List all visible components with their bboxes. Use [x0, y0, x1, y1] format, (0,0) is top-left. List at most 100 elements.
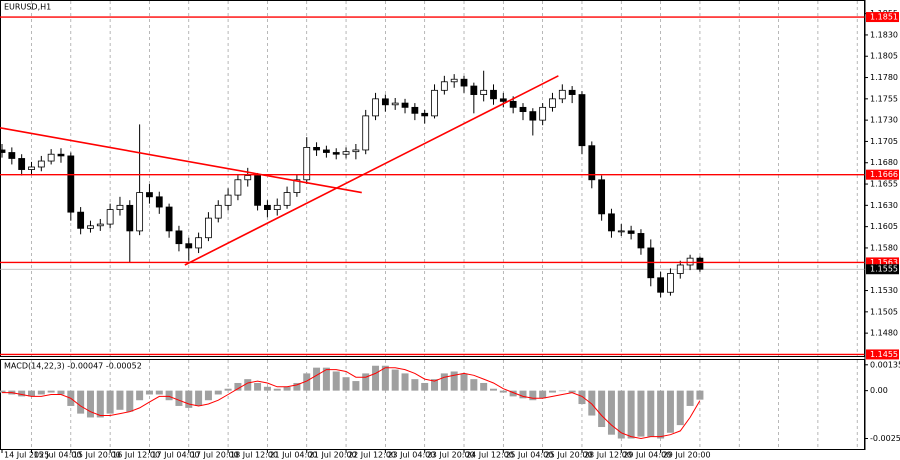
chart-title: EURUSD,H1 [4, 3, 51, 12]
macd-bar [313, 367, 321, 391]
candle-body [244, 175, 252, 181]
candle-body [598, 179, 606, 215]
candle-body [519, 106, 527, 113]
candle-body [214, 204, 222, 219]
x-tick-label: 28 Jul 12:00 [584, 451, 632, 460]
y-tick-label: 1.1680 [870, 158, 898, 167]
y-tick-label: 1.1830 [870, 30, 898, 39]
candle-body [342, 151, 350, 155]
candle-body [657, 277, 665, 293]
candle-body [146, 192, 153, 198]
x-tick-label: 29 Jul 04:00 [623, 451, 671, 460]
y-tick-label: 1.1480 [870, 329, 898, 338]
x-tick-label: 21 Jul 04:00 [269, 451, 317, 460]
candle-body [372, 98, 379, 117]
candle-body [195, 237, 203, 249]
candle-body [362, 115, 370, 151]
candle-body [549, 98, 556, 108]
macd-bar [145, 390, 153, 395]
macd-bar [352, 381, 360, 391]
macd-bar [529, 390, 537, 401]
candle-body [165, 206, 173, 232]
candle-body [558, 89, 566, 100]
x-tick-label: 25 Jul 20:00 [545, 451, 593, 460]
candle-body [234, 179, 242, 196]
candle-body [155, 196, 163, 208]
candle-body [696, 257, 704, 270]
candle-body [8, 152, 16, 159]
macd-bar [617, 390, 625, 439]
macd-bar [322, 367, 330, 391]
level-label-box [866, 169, 899, 180]
macd-bar [263, 386, 271, 391]
macd-bar [588, 390, 596, 416]
macd-bar [381, 365, 389, 391]
candle-body [627, 230, 635, 234]
level-label-box [866, 349, 899, 360]
candle-body [28, 166, 35, 170]
candle-body [264, 204, 271, 210]
macd-bar [627, 390, 635, 439]
macd-bar [165, 390, 173, 401]
candle-body [136, 192, 144, 232]
macd-bar [696, 390, 704, 400]
level-label: 1.1563 [870, 258, 898, 267]
macd-bar [204, 390, 212, 401]
macd-bar [18, 390, 26, 397]
macd-bar [676, 390, 684, 426]
candle-body [175, 230, 183, 245]
x-tick-label: 23 Jul 20:00 [427, 451, 475, 460]
x-tick-label: 17 Jul 04:00 [151, 451, 199, 460]
candle-body [273, 204, 281, 210]
macd-bar [372, 365, 380, 391]
macd-bar [509, 390, 517, 397]
candle-body [77, 211, 85, 229]
y-tick-label: 1.1530 [870, 286, 898, 295]
macd-bar [27, 390, 35, 397]
candle-body [509, 100, 517, 108]
candle-body [57, 153, 65, 157]
price-panel-frame [0, 0, 865, 357]
x-tick-label: 25 Jul 04:00 [505, 451, 553, 460]
macd-title: MACD(14,22,3) -0.00047 -0.00052 [4, 362, 142, 371]
level-label-box [866, 12, 899, 23]
macd-bar [480, 382, 488, 391]
candle-body [637, 233, 645, 249]
macd-bar [391, 369, 399, 391]
current-price-label: 1.1555 [870, 265, 898, 274]
candle-body [529, 111, 537, 121]
macd-bar [214, 390, 222, 395]
x-tick-label: 18 Jul 12:00 [230, 451, 278, 460]
macd-bar [273, 388, 281, 391]
macd-bar [666, 390, 674, 433]
y-tick-label: 1.1630 [870, 201, 898, 210]
level-label: 1.1666 [870, 170, 898, 179]
candle-body [490, 89, 497, 100]
candle-body [116, 204, 124, 210]
candle-body [539, 106, 547, 121]
x-tick-label: 29 Jul 20:00 [663, 451, 711, 460]
candle-body [332, 152, 340, 155]
macd-bar [47, 390, 55, 393]
macd-bar [254, 382, 262, 391]
candle-body [499, 98, 507, 102]
candle-body [205, 217, 212, 239]
x-tick-label: 14 Jul 2025 [4, 451, 49, 460]
macd-bar [647, 390, 655, 437]
macd-bar [539, 390, 547, 399]
y-tick-label: 1.1705 [870, 137, 898, 146]
macd-bar [86, 390, 94, 418]
candle-body [667, 273, 674, 293]
candle-body [322, 149, 330, 153]
macd-bar [450, 371, 458, 391]
level-label: 1.1851 [870, 13, 898, 22]
x-tick-label: 23 Jul 04:00 [387, 451, 435, 460]
y-tick-label: 1.1730 [870, 116, 898, 125]
candle-body [411, 106, 419, 114]
candle-body [431, 89, 438, 117]
candle-body [313, 147, 320, 151]
macd-bar [637, 390, 645, 437]
y-tick-label: 1.1805 [870, 52, 898, 61]
macd-bar [686, 390, 694, 406]
